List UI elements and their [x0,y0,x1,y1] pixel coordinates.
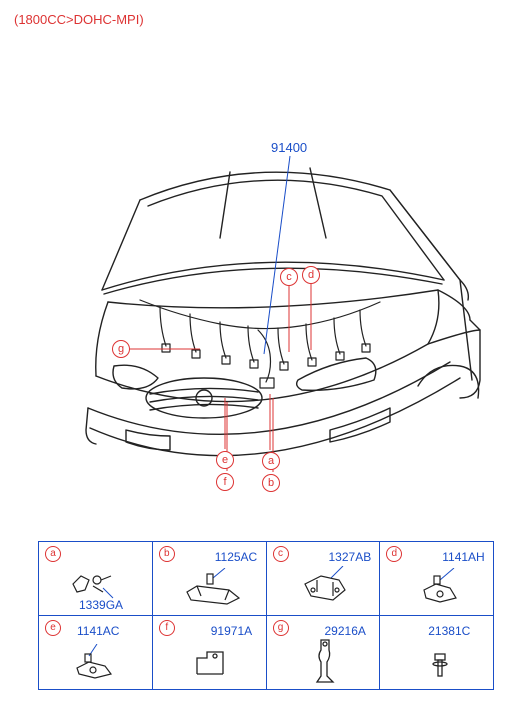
clip-c-icon [293,566,359,608]
callout-f: f [216,473,234,491]
callout-b: b [262,474,280,492]
cell-letter-a: a [45,546,61,562]
partnum-c: 1327AB [329,550,372,564]
clip-a-icon [67,566,117,600]
callout-c: c [280,268,298,286]
cell-letter-f: f [159,620,175,636]
cell-f: f 91971A [152,616,266,690]
cell-letter-e: e [45,620,61,636]
clip-d-icon [410,568,470,608]
bolt-h-icon [428,650,452,682]
clip-b-icon [177,568,249,608]
partnum-b: 1125AC [215,550,257,564]
cell-g: g 29216A [266,616,380,690]
cell-d: d 1141AH [380,542,494,616]
clip-e-icon [67,644,127,684]
cell-h: 21381C [380,616,494,690]
variant-label: (1800CC>DOHC-MPI) [14,12,144,27]
cell-letter-g: g [273,620,289,636]
cell-letter-c: c [273,546,289,562]
bracket-g-icon [309,636,345,686]
partnum-a: 1339GA [79,598,123,612]
callout-e: e [216,451,234,469]
cell-b: b 1125AC [152,542,266,616]
partnum-d: 1141AH [442,550,484,564]
cell-c: c 1327AB [266,542,380,616]
partnum-h: 21381C [428,624,470,638]
cell-letter-b: b [159,546,175,562]
cell-a: a 1339GA [39,542,153,616]
cell-e: e 1141AC [39,616,153,690]
callout-d: d [302,266,320,284]
cell-letter-d: d [386,546,402,562]
bracket-f-icon [189,646,239,684]
partnum-e: 1141AC [77,624,119,638]
callout-a: a [262,452,280,470]
callout-g: g [112,340,130,358]
parts-table: a 1339GA b 1125AC [38,541,494,690]
partnum-f: 91971A [211,624,252,638]
